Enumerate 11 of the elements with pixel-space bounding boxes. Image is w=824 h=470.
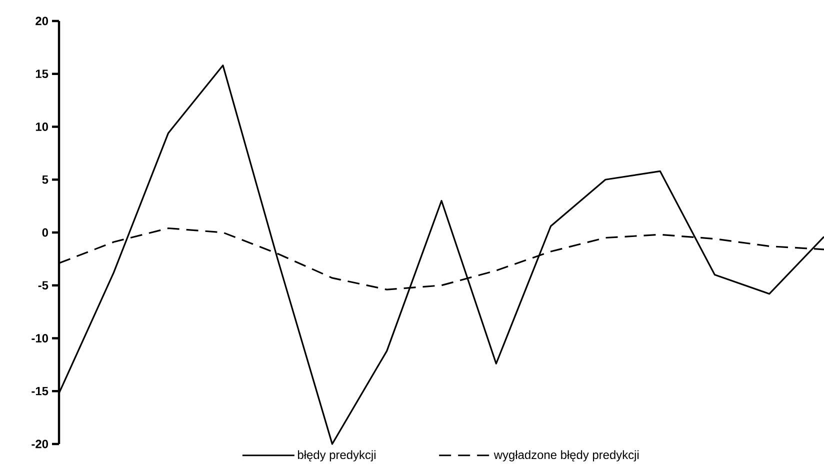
y-tick-label: 5 [42,175,48,184]
legend-label: wygładzone błędy predykcji [494,450,639,462]
y-tick-label: 0 [42,228,48,237]
y-tick-label: -10 [32,334,48,342]
y-tick-label: -20 [32,440,48,448]
y-tick-label: 20 [36,16,48,26]
y-tick-label: -5 [38,281,48,290]
y-tick-label: 15 [36,70,48,78]
legend-label: błędy predykcji [298,450,376,462]
y-tick-label: 10 [36,122,48,131]
y-tick-label: -15 [32,386,48,396]
